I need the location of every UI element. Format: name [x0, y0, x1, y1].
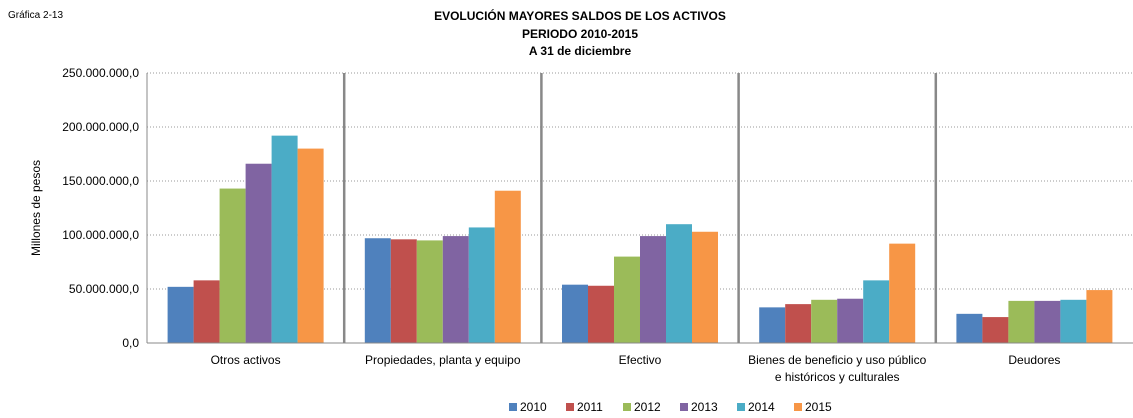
legend-label: 2010 — [520, 400, 547, 414]
bar — [245, 163, 272, 343]
bar — [364, 238, 391, 343]
bar — [785, 304, 812, 343]
bar — [219, 188, 246, 343]
bar — [1008, 300, 1035, 343]
bar — [1086, 290, 1113, 343]
bar — [416, 240, 443, 343]
y-tick-label: 150.000.000,0 — [62, 174, 139, 188]
chart-subtitle: PERIODO 2010-2015 — [522, 27, 638, 41]
y-tick-label: 250.000.000,0 — [62, 66, 139, 80]
legend-swatch — [623, 403, 631, 411]
chart-subtitle: A 31 de diciembre — [529, 44, 632, 58]
bar — [666, 224, 692, 343]
bar — [614, 256, 640, 343]
figure-label: Gráfica 2-13 — [8, 10, 63, 21]
legend-label: 2015 — [805, 400, 832, 414]
x-tick-label: Efectivo — [618, 353, 662, 367]
x-tick-label: Bienes de beneficio y uso público e hist… — [748, 353, 927, 384]
y-tick-label: 200.000.000,0 — [62, 120, 139, 134]
legend-label: 2014 — [748, 400, 775, 414]
legend-swatch — [737, 403, 745, 411]
bar — [759, 307, 786, 343]
bar — [442, 236, 469, 343]
bar — [271, 135, 298, 343]
bar — [1060, 299, 1087, 343]
chart-title: EVOLUCIÓN MAYORES SALDOS DE LOS ACTIVOS — [434, 8, 726, 23]
bar — [167, 286, 194, 343]
y-tick-label: 100.000.000,0 — [62, 228, 139, 242]
legend-swatch — [566, 403, 574, 411]
legend-swatch — [794, 403, 802, 411]
bar — [1034, 300, 1061, 343]
bar — [811, 299, 838, 343]
y-tick-label: 50.000.000,0 — [69, 282, 139, 296]
bar — [297, 148, 324, 343]
bar — [982, 317, 1009, 343]
bar — [390, 239, 417, 343]
bar — [494, 190, 521, 343]
bar — [837, 298, 864, 343]
legend-label: 2013 — [691, 400, 718, 414]
y-tick-label: 0,0 — [122, 336, 139, 350]
legend-swatch — [680, 403, 688, 411]
bar — [889, 243, 916, 343]
bar — [692, 231, 718, 343]
bar — [588, 285, 614, 343]
bar — [863, 280, 890, 343]
legend-label: 2011 — [577, 400, 603, 414]
bar — [956, 313, 983, 343]
bar — [193, 280, 220, 343]
bar — [562, 284, 588, 343]
x-tick-label: Otros activos — [210, 353, 281, 367]
legend-label: 2012 — [634, 400, 661, 414]
x-tick-label: Propiedades, planta y equipo — [365, 353, 521, 367]
bar — [468, 227, 495, 343]
x-tick-label: Deudores — [1008, 353, 1061, 367]
y-axis-label: Millones de pesos — [29, 160, 43, 256]
legend-swatch — [509, 403, 517, 411]
bar — [640, 236, 666, 343]
